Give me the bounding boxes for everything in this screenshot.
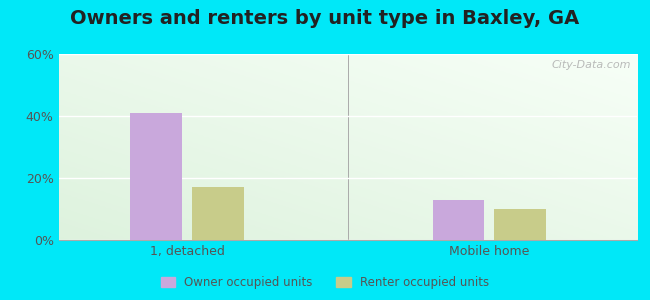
Bar xyxy=(494,209,546,240)
Bar xyxy=(433,200,484,240)
Text: City-Data.com: City-Data.com xyxy=(552,60,631,70)
Text: Owners and renters by unit type in Baxley, GA: Owners and renters by unit type in Baxle… xyxy=(70,9,580,28)
Bar xyxy=(131,113,182,240)
Legend: Owner occupied units, Renter occupied units: Owner occupied units, Renter occupied un… xyxy=(156,272,494,294)
Bar xyxy=(192,187,244,240)
